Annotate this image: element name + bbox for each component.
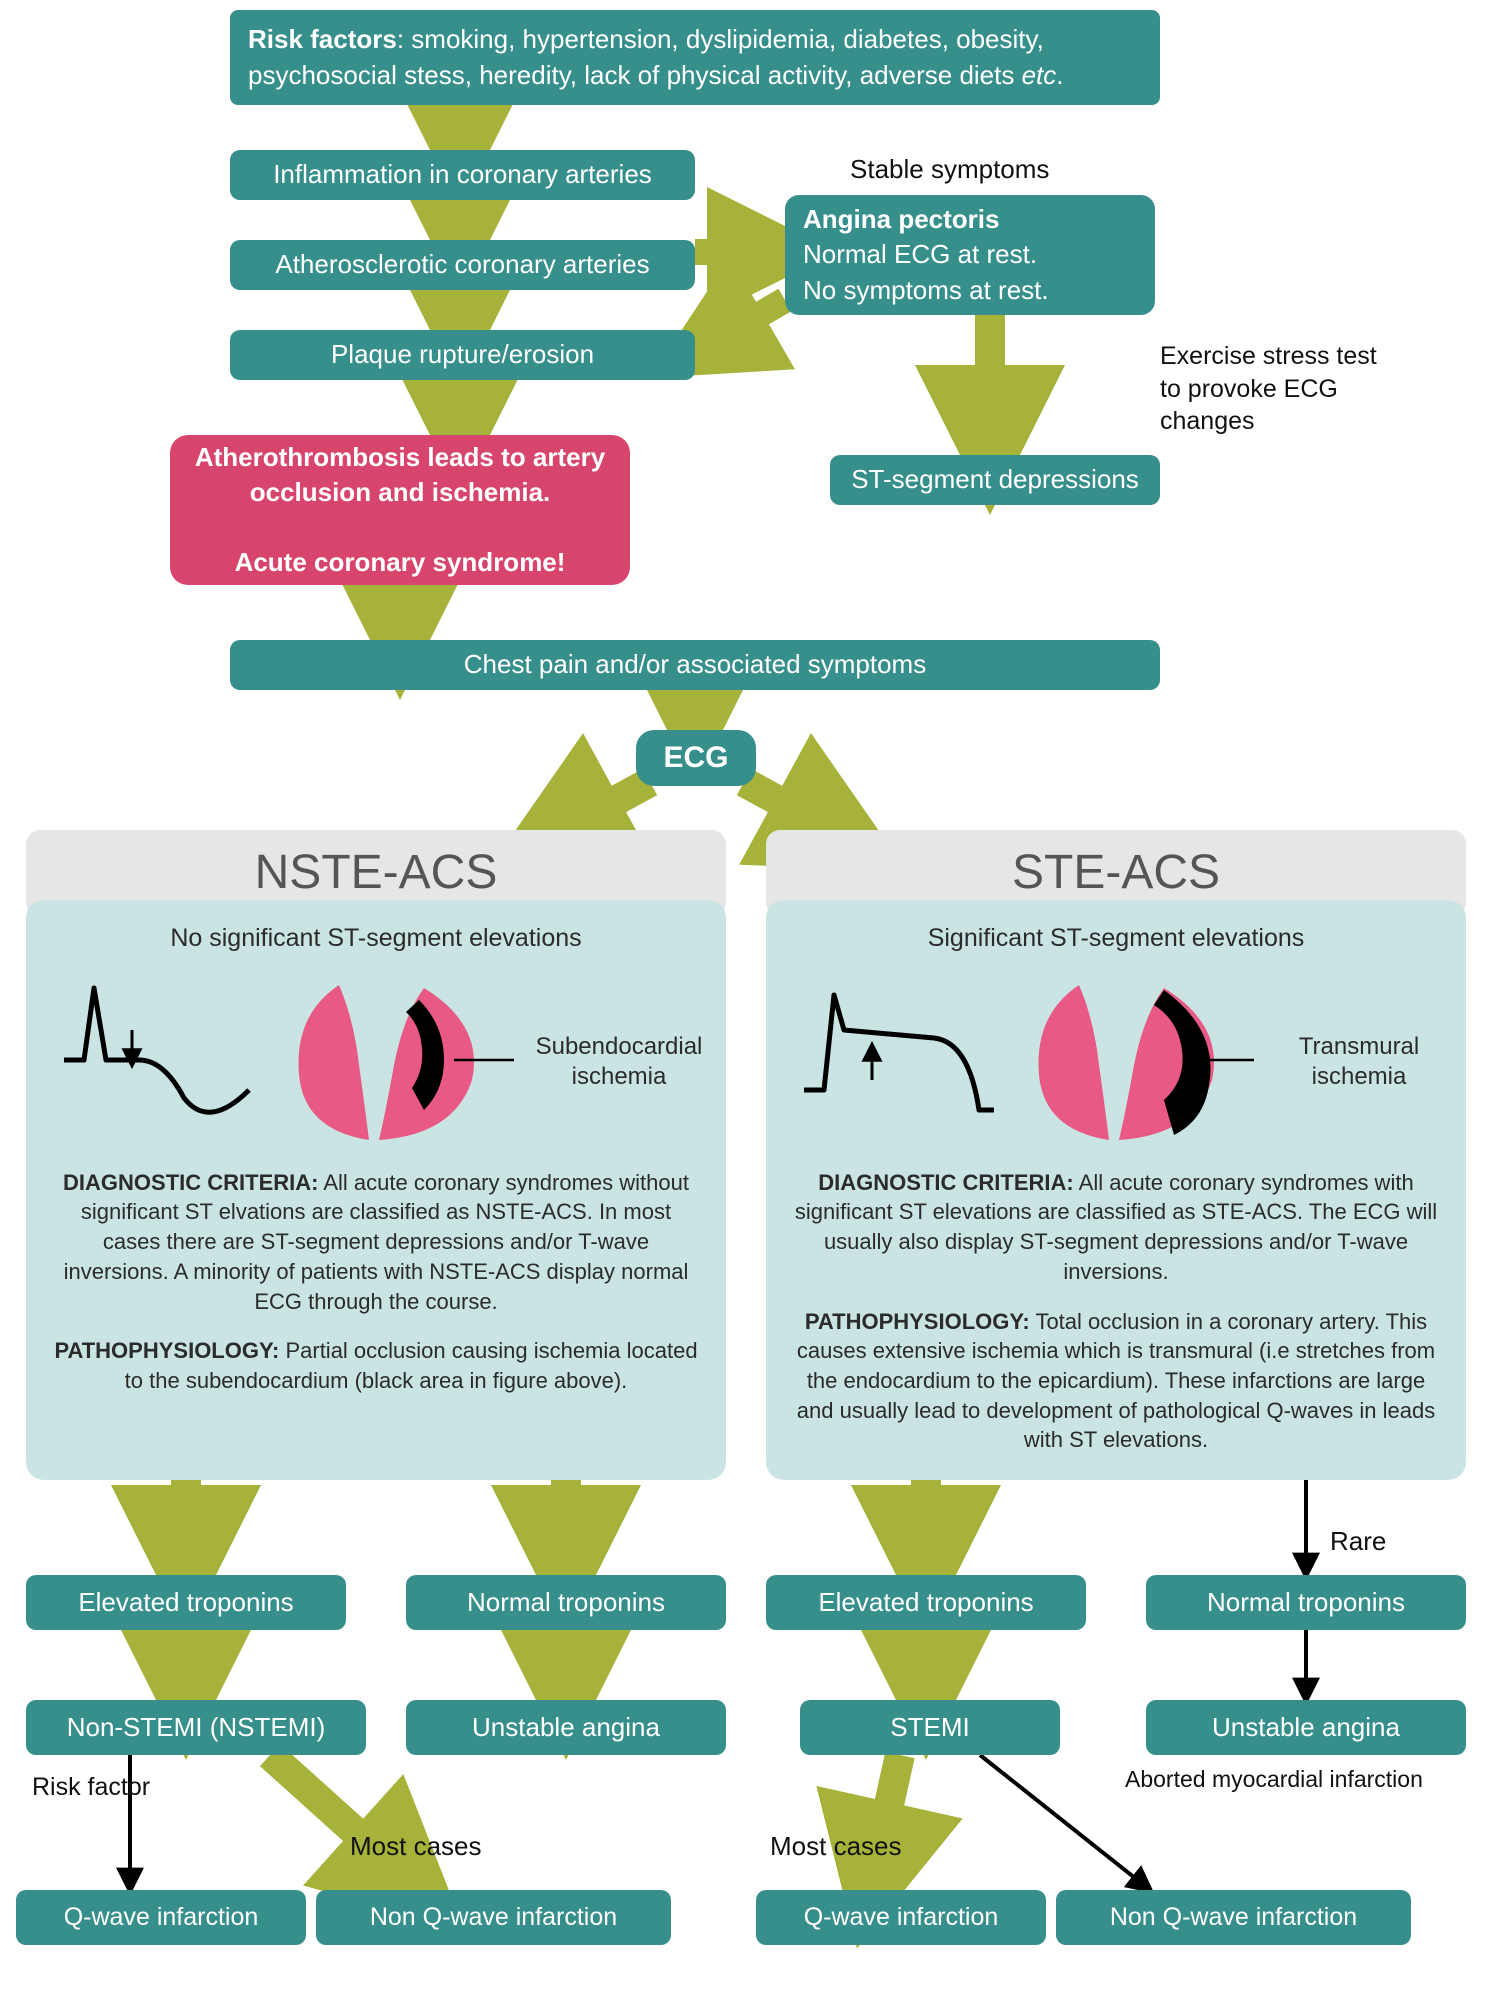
- ste_body-ischemia-label: Transmural ischemia: [1259, 1032, 1459, 1092]
- label-ex_stress: Exercise stress test to provoke ECG chan…: [1160, 340, 1400, 438]
- node-nstemi: Non-STEMI (NSTEMI): [26, 1700, 366, 1755]
- node-trop_no_r: Normal troponins: [1146, 1575, 1466, 1630]
- node-stdep: ST-segment depressions: [830, 455, 1160, 505]
- label-riskfactor: Risk factor: [32, 1771, 192, 1804]
- ste_body-ecg-icon: [794, 970, 1004, 1130]
- node-qw_l: Q-wave infarction: [16, 1890, 306, 1945]
- nste_body-diagnostic: DIAGNOSTIC CRITERIA: All acute coronary …: [54, 1168, 698, 1316]
- node-nqw_r: Non Q-wave infarction: [1056, 1890, 1411, 1945]
- label-rare: Rare: [1330, 1525, 1450, 1559]
- node-nqw_l: Non Q-wave infarction: [316, 1890, 671, 1945]
- node-ua_r: Unstable angina: [1146, 1700, 1466, 1755]
- node-ua_l: Unstable angina: [406, 1700, 726, 1755]
- arrow: [270, 1755, 420, 1890]
- node-angina: Angina pectorisNormal ECG at rest.No sym…: [785, 195, 1155, 315]
- node-stemi: STEMI: [800, 1700, 1060, 1755]
- nste_body-ecg-icon: [54, 970, 264, 1130]
- node-text-plaque: Plaque rupture/erosion: [331, 337, 594, 372]
- node-text-nqw_l: Non Q-wave infarction: [370, 1901, 617, 1935]
- nste_body-pathophys: PATHOPHYSIOLOGY: Partial occlusion causi…: [54, 1336, 698, 1395]
- node-inflam: Inflammation in coronary arteries: [230, 150, 695, 200]
- node-qw_r: Q-wave infarction: [756, 1890, 1046, 1945]
- node-text-ecg: ECG: [663, 738, 728, 779]
- node-text-chest: Chest pain and/or associated symptoms: [464, 647, 926, 682]
- node-text-qw_l: Q-wave infarction: [64, 1901, 259, 1935]
- node-athero: Atherosclerotic coronary arteries: [230, 240, 695, 290]
- node-ecg: ECG: [636, 730, 756, 786]
- node-text-acs: Atherothrombosis leads to artery occlusi…: [188, 440, 612, 580]
- nste_body-figure: Subendocardial ischemia: [54, 970, 698, 1150]
- node-text-nste_hdr: NSTE-ACS: [255, 841, 498, 906]
- nste_body-subtitle: No significant ST-segment elevations: [54, 922, 698, 956]
- node-text-ua_r: Unstable angina: [1212, 1710, 1400, 1745]
- node-text-athero: Atherosclerotic coronary arteries: [275, 247, 649, 282]
- label-stable_sym: Stable symptoms: [850, 153, 1150, 187]
- node-text-ua_l: Unstable angina: [472, 1710, 660, 1745]
- label-aborted: Aborted myocardial infarction: [1125, 1765, 1500, 1795]
- node-text-risk: Risk factors: smoking, hypertension, dys…: [248, 22, 1142, 92]
- node-risk: Risk factors: smoking, hypertension, dys…: [230, 10, 1160, 105]
- node-ste_body: Significant ST-segment elevations Transmu…: [766, 900, 1466, 1480]
- node-text-nqw_r: Non Q-wave infarction: [1110, 1901, 1357, 1935]
- node-text-trop_el_r: Elevated troponins: [818, 1585, 1033, 1620]
- node-trop_no_l: Normal troponins: [406, 1575, 726, 1630]
- node-chest: Chest pain and/or associated symptoms: [230, 640, 1160, 690]
- ste_body-pathophys: PATHOPHYSIOLOGY: Total occlusion in a co…: [794, 1307, 1438, 1455]
- node-trop_el_l: Elevated troponins: [26, 1575, 346, 1630]
- ste_body-figure: Transmural ischemia: [794, 970, 1438, 1150]
- arrow: [870, 1755, 900, 1890]
- node-text-trop_no_r: Normal troponins: [1207, 1585, 1405, 1620]
- node-text-stdep: ST-segment depressions: [851, 462, 1139, 497]
- flowchart-canvas: Risk factors: smoking, hypertension, dys…: [0, 0, 1500, 2003]
- nste_body-ischemia-label: Subendocardial ischemia: [519, 1032, 719, 1092]
- node-text-nstemi: Non-STEMI (NSTEMI): [67, 1710, 326, 1745]
- node-text-ste_hdr: STE-ACS: [1012, 841, 1220, 906]
- node-plaque: Plaque rupture/erosion: [230, 330, 695, 380]
- node-text-qw_r: Q-wave infarction: [804, 1901, 999, 1935]
- node-text-angina: Angina pectorisNormal ECG at rest.No sym…: [803, 202, 1049, 307]
- node-trop_el_r: Elevated troponins: [766, 1575, 1086, 1630]
- label-most_l: Most cases: [350, 1830, 550, 1864]
- node-nste_body: No significant ST-segment elevations Sube…: [26, 900, 726, 1480]
- node-text-trop_el_l: Elevated troponins: [78, 1585, 293, 1620]
- node-acs: Atherothrombosis leads to artery occlusi…: [170, 435, 630, 585]
- ste_body-diagnostic: DIAGNOSTIC CRITERIA: All acute coronary …: [794, 1168, 1438, 1287]
- arrow: [695, 300, 785, 352]
- ste_body-subtitle: Significant ST-segment elevations: [794, 922, 1438, 956]
- node-text-stemi: STEMI: [890, 1710, 969, 1745]
- node-text-trop_no_l: Normal troponins: [467, 1585, 665, 1620]
- label-most_r: Most cases: [770, 1830, 970, 1864]
- node-text-inflam: Inflammation in coronary arteries: [273, 157, 652, 192]
